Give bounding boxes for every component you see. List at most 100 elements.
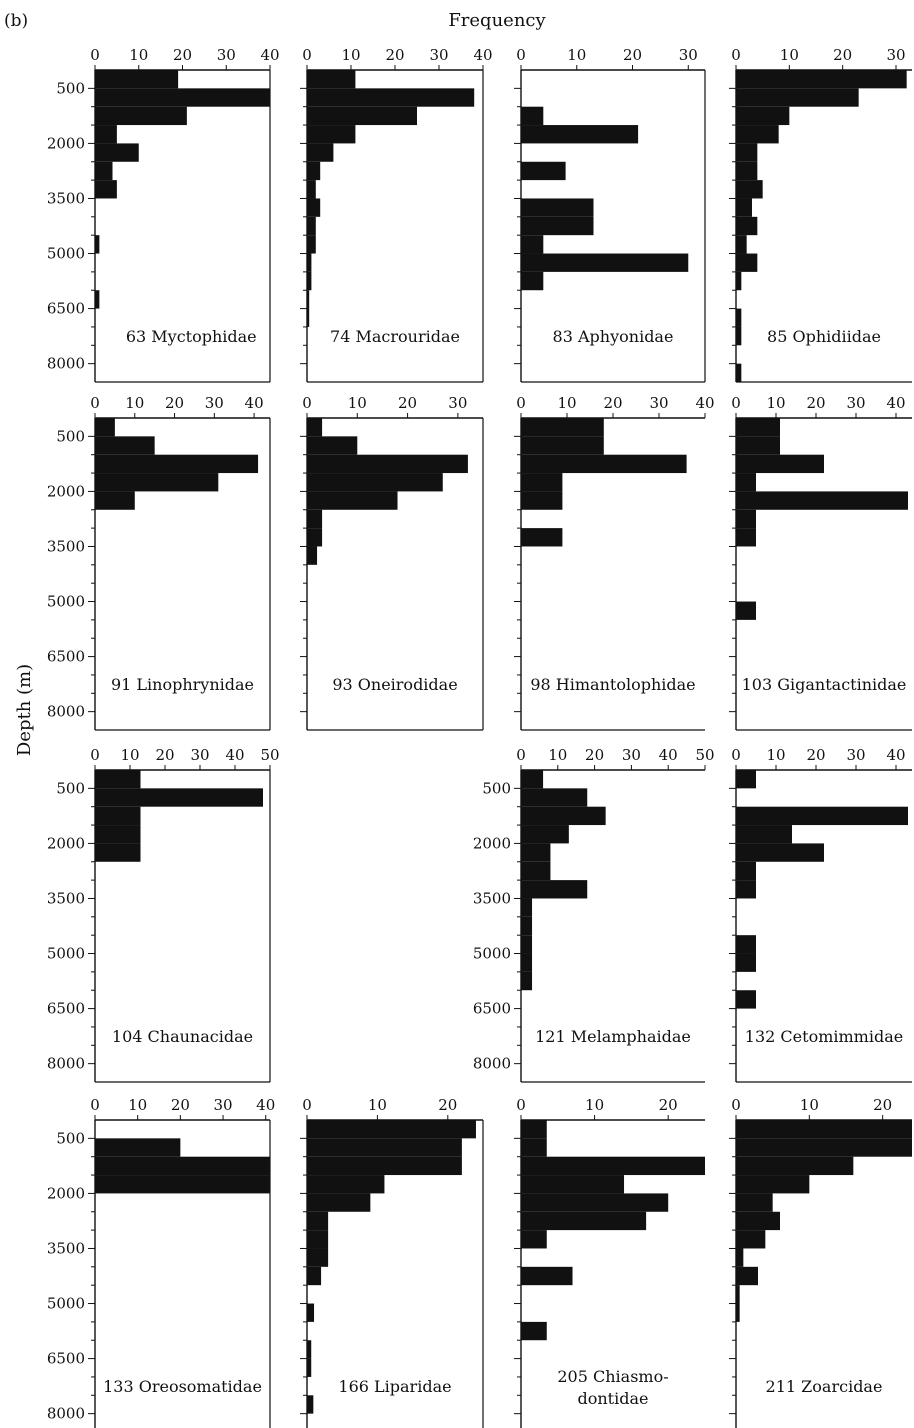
histogram-bar [736,1266,758,1286]
histogram-bar [736,235,747,254]
y-tick-label: 5000 [473,945,511,963]
histogram-bar [95,88,270,107]
y-tick-label: 8000 [47,703,85,721]
y-tick-label: 8000 [47,1055,85,1073]
histogram-bar [736,509,756,529]
histogram-bar [736,1193,773,1212]
x-tick-label: 50 [260,746,279,764]
y-tick-label: 2000 [473,834,511,852]
histogram-bar [95,235,100,254]
panel-11: 0 10 20 30 40 132 Cetomimmidae [729,746,912,1083]
x-tick-label: 0 [90,394,100,412]
histogram-bar [521,843,551,862]
panel-title: 103 Gigantactinidae [742,675,907,694]
histogram-bar [307,509,323,529]
histogram-bar [307,180,316,199]
panel-title: 83 Aphyonidae [553,327,674,346]
panel-3: 0 10 20 30 83 Aphyonidae [514,46,706,383]
histogram-bar [95,143,139,162]
histogram-bar [736,180,763,199]
panel-title: 74 Macrouridae [330,327,460,346]
histogram-bar [521,861,551,881]
histogram-bar [307,1358,312,1377]
x-axis-title: Frequency [448,10,546,31]
histogram-bar [95,825,141,844]
histogram-bar [521,436,604,455]
x-tick-label: 20 [155,746,174,764]
panel-title: 205 Chiasmo- [557,1367,668,1386]
histogram-bar [307,1230,329,1249]
x-tick-label: 10 [125,394,144,412]
histogram-bar [307,1248,329,1267]
x-tick-label: 10 [800,1096,819,1114]
x-tick-label: 10 [348,394,367,412]
y-tick-label: 2000 [47,834,85,852]
histogram-bar [736,1175,810,1194]
panel-2: 0 10 20 30 40 74 Macrouridae [300,46,493,383]
histogram-bar [307,1395,314,1414]
x-tick-label: 40 [245,394,264,412]
panel-1: 0 10 20 30 40 500 2000 3500 5000 6500 8000 63 Mycto… [47,46,280,383]
histogram-bar [736,935,756,954]
histogram-bar [95,1138,181,1157]
histogram-bar [521,418,604,437]
histogram-bar [521,788,588,807]
x-tick-label: 20 [833,46,852,64]
x-tick-label: 20 [806,746,825,764]
histogram-bar [95,1156,270,1176]
histogram-bar [307,271,312,291]
histogram-bar [307,88,475,107]
x-tick-label: 30 [217,46,236,64]
histogram-bar [736,216,758,236]
y-tick-label: 3500 [47,1239,85,1257]
histogram-bar [95,418,115,437]
x-tick-label: 10 [766,746,785,764]
x-tick-label: 0 [302,1096,312,1114]
histogram-bar [736,806,908,826]
x-tick-label: 30 [190,746,209,764]
histogram-bar [95,491,135,510]
histogram-bar [521,454,687,474]
histogram-bar [521,1120,547,1139]
y-tick-label: 6500 [47,648,85,666]
y-tick-label: 500 [56,427,85,445]
histogram-bar [307,436,358,455]
x-tick-label: 20 [165,394,184,412]
histogram-bar [307,235,316,254]
x-tick-label: 0 [731,1096,741,1114]
histogram-bar [736,880,756,899]
histogram-bar [736,990,756,1009]
x-tick-label: 20 [873,1096,892,1114]
histogram-bar [736,843,824,862]
y-tick-label: 500 [56,79,85,97]
histogram-bar [736,1303,740,1322]
histogram-bar [736,436,780,455]
histogram-bar [736,198,752,217]
histogram-bar [736,1156,854,1176]
histogram-bar [521,1156,705,1176]
x-tick-label: 10 [120,746,139,764]
panel-4: 0 10 20 30 85 Ophidiidae [729,46,912,383]
x-tick-label: 20 [603,394,622,412]
histogram-bar [307,70,356,89]
histogram-bar [521,473,563,492]
y-tick-label: 8000 [47,355,85,373]
y-tick-label: 6500 [47,1000,85,1018]
histogram-bar [521,1321,547,1341]
x-tick-label: 40 [695,394,714,412]
histogram-bar [736,1120,912,1139]
x-tick-label: 30 [429,46,448,64]
panel-title: 166 Liparidae [338,1377,451,1396]
histogram-bar [736,1211,780,1231]
histogram-bar [521,806,606,826]
histogram-bar [736,271,742,291]
histogram-bar [736,601,756,620]
histogram-bar [307,546,318,565]
panel-5: 0 10 20 30 40 500 2000 3500 5000 6500 8000 91 Linop… [47,394,271,731]
histogram-bar [521,880,588,899]
histogram-bar [95,770,141,789]
histogram-bar [307,1193,371,1212]
x-tick-label: 30 [622,746,641,764]
panel-8: 0 10 20 30 40 103 Gigantactinidae [729,394,912,731]
histogram-bar [307,1120,476,1139]
